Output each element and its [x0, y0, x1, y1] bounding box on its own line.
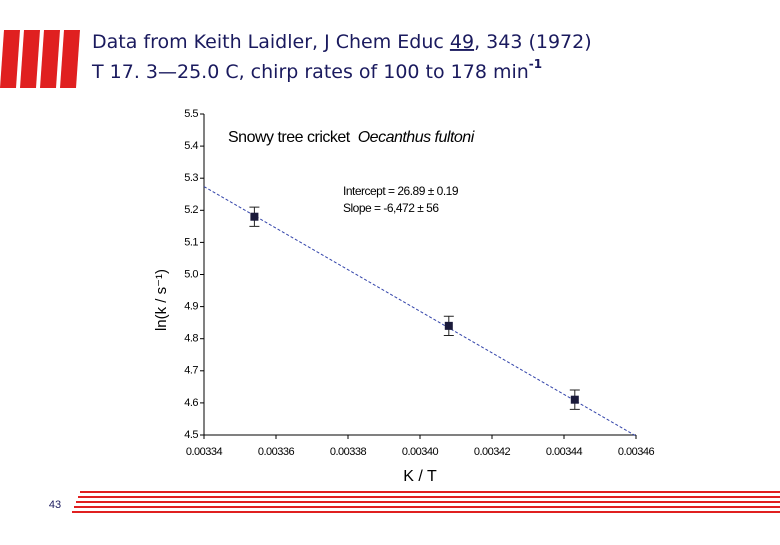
y-tick-label: 5.3: [184, 172, 198, 184]
data-point: [250, 212, 259, 221]
y-tick-label: 4.6: [184, 397, 198, 409]
heading-text: Data from Keith Laidler, J Chem Educ: [92, 31, 450, 53]
chart-title-text: Snowy tree cricket: [228, 129, 351, 146]
decor-stripes: [72, 491, 780, 513]
heading-volume: 49: [450, 31, 474, 53]
heading-text: , 343 (1972): [474, 31, 592, 53]
heading-line2: T 17. 3—25.0 C, chirp rates of 100 to 17…: [91, 57, 542, 83]
y-axis-label: ln(k / s⁻¹): [153, 269, 170, 331]
data-point: [570, 395, 579, 404]
annotation: Slope = -6,472 ± 56: [343, 201, 439, 215]
y-tick-label: 5.4: [184, 140, 198, 152]
heading-line1: Data from Keith Laidler, J Chem Educ 49,…: [92, 31, 592, 53]
y-tick-label: 4.9: [184, 301, 198, 313]
x-tick-label: 0.00336: [258, 446, 295, 458]
annotation: Intercept = 26.89 ± 0.19: [343, 184, 459, 198]
y-tick-label: 4.5: [184, 429, 198, 441]
chart-title: Snowy tree cricket Oecanthus fultoni: [228, 129, 475, 146]
y-tick-label: 4.7: [184, 365, 198, 377]
y-tick-label: 5.5: [184, 108, 198, 120]
x-tick-label: 0.00344: [546, 446, 583, 458]
data-point: [444, 321, 453, 330]
chart-subtitle: Oecanthus fultoni: [358, 129, 475, 146]
x-tick-label: 0.00342: [474, 446, 511, 458]
heading-text: T 17. 3—25.0 C, chirp rates of 100 to 17…: [91, 61, 529, 83]
x-axis-label: K / T: [403, 468, 437, 485]
y-tick-label: 4.8: [184, 333, 198, 345]
heading-sup: -1: [529, 57, 542, 71]
x-tick-label: 0.00340: [402, 446, 439, 458]
x-tick-label: 0.00334: [186, 446, 223, 458]
decor-bars: [0, 30, 80, 88]
y-tick-label: 5.2: [184, 204, 198, 216]
y-tick-label: 5.0: [184, 268, 198, 280]
x-tick-label: 0.00338: [330, 446, 367, 458]
page-number: 43: [49, 499, 61, 511]
x-tick-label: 0.00346: [618, 446, 655, 458]
fit-line: [203, 186, 637, 437]
y-tick-label: 5.1: [184, 236, 198, 248]
